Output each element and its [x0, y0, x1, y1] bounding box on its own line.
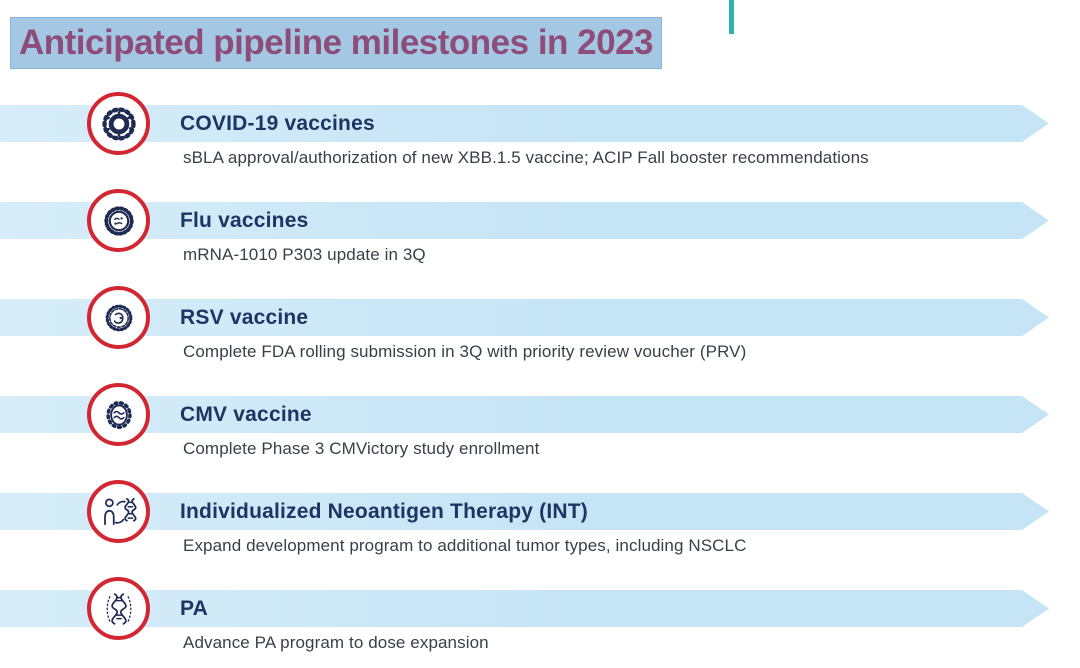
rsv-virus-icon	[105, 304, 132, 331]
milestone-row: CMV vaccine Complete Phase 3 CMVictory s…	[0, 381, 1080, 478]
milestone-title: COVID-19 vaccines	[180, 111, 375, 135]
person-dna-icon	[103, 497, 136, 525]
banner-arrow	[0, 202, 1049, 239]
icon-badge	[87, 92, 150, 155]
banner-arrow	[0, 493, 1049, 530]
page-title: Anticipated pipeline milestones in 2023	[10, 17, 663, 69]
milestone-description: Advance PA program to dose expansion	[183, 633, 489, 652]
coronavirus-icon	[101, 106, 136, 141]
milestone-description: Complete FDA rolling submission in 3Q wi…	[183, 342, 747, 361]
milestone-description: mRNA-1010 P303 update in 3Q	[183, 245, 426, 264]
icon-badge	[87, 480, 150, 543]
milestone-row: PA Advance PA program to dose expansion	[0, 575, 1080, 668]
icon-badge	[87, 286, 150, 349]
milestone-title: PA	[180, 596, 209, 620]
milestone-title: CMV vaccine	[180, 402, 312, 426]
milestone-row: Individualized Neoantigen Therapy (INT) …	[0, 478, 1080, 575]
icon-badge	[87, 577, 150, 640]
flu-virus-icon	[103, 205, 134, 236]
milestone-list: COVID-19 vaccines sBLA approval/authoriz…	[0, 90, 1080, 668]
milestone-title: RSV vaccine	[180, 305, 309, 329]
milestone-description: Expand development program to additional…	[183, 536, 747, 555]
accent-bar	[729, 0, 734, 34]
banner-arrow	[0, 299, 1049, 336]
milestone-row: RSV vaccine Complete FDA rolling submiss…	[0, 284, 1080, 381]
milestone-row: COVID-19 vaccines sBLA approval/authoriz…	[0, 90, 1080, 187]
icon-badge	[87, 383, 150, 446]
milestone-title: Individualized Neoantigen Therapy (INT)	[180, 499, 588, 523]
icon-badge	[87, 189, 150, 252]
cmv-virus-icon	[105, 400, 132, 429]
milestone-description: Complete Phase 3 CMVictory study enrollm…	[183, 439, 540, 458]
banner-arrow	[0, 396, 1049, 433]
banner-arrow	[0, 105, 1049, 142]
dna-helix-icon	[106, 592, 131, 625]
milestone-title: Flu vaccines	[180, 208, 309, 232]
banner-arrow	[0, 590, 1049, 627]
milestone-row: Flu vaccines mRNA-1010 P303 update in 3Q	[0, 187, 1080, 284]
milestone-description: sBLA approval/authorization of new XBB.1…	[183, 148, 869, 167]
